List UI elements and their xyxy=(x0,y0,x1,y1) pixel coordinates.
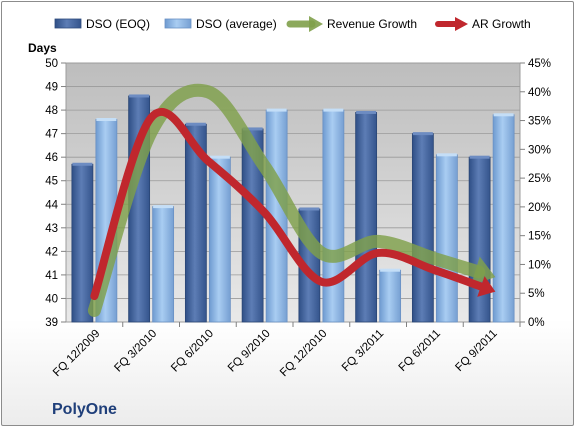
bar-dso-average xyxy=(322,109,345,323)
x-tick-label: FQ 3/2010 xyxy=(112,328,159,375)
bar-dso-eoq xyxy=(411,133,434,323)
bar-cap-dso-eoq xyxy=(185,122,206,126)
bar-cap-dso-eoq xyxy=(412,132,433,136)
company-name: PolyOne xyxy=(52,401,117,418)
bar-cap-dso-eoq xyxy=(469,155,490,159)
right-tick-label: 45% xyxy=(528,58,551,70)
bar-dso-average xyxy=(492,114,515,323)
bar-cap-dso-average xyxy=(96,118,117,122)
line-revenue-growth xyxy=(87,83,486,317)
bar-dso-eoq xyxy=(71,163,94,323)
left-tick-label: 43 xyxy=(45,223,58,235)
bar-cap-dso-average xyxy=(380,268,401,272)
bar-dso-eoq xyxy=(355,112,378,323)
right-tick-label: 25% xyxy=(528,173,551,185)
legend-arrowhead-ar-growth xyxy=(455,17,468,31)
x-tick-label: FQ 6/2010 xyxy=(169,328,216,375)
left-axis: 39 40 41 42 43 44 45 46 47 48 49 50 xyxy=(45,58,66,329)
right-tick-label: 35% xyxy=(528,116,551,128)
legend-item-revenue-growth: Revenue Growth xyxy=(286,16,417,32)
right-tick-label: 5% xyxy=(528,288,545,300)
legend-swatch-dso-average xyxy=(164,18,192,29)
line-ar-growth xyxy=(90,108,487,301)
left-tick-label: 47 xyxy=(45,129,58,141)
right-tick-label: 20% xyxy=(528,202,551,214)
bar-cap-dso-average xyxy=(436,153,457,157)
bar-cap-dso-average xyxy=(493,113,514,117)
right-axis: 0% 5% 10% 15% 20% 25% 30% 35% 40% 45% xyxy=(520,58,551,329)
legend-label-dso-average: DSO (average) xyxy=(196,17,277,31)
legend-swatch-dso-eoq xyxy=(54,18,82,29)
bar-cap-dso-average xyxy=(323,108,344,112)
x-tick-label: FQ 12/2010 xyxy=(278,328,329,379)
legend: DSO (EOQ) DSO (average) Revenue Growth A… xyxy=(54,16,531,32)
bar-dso-average xyxy=(435,154,458,323)
legend-item-dso-average: DSO (average) xyxy=(164,17,277,31)
arrowhead-revenue-growth xyxy=(470,256,496,286)
x-tick-label: FQ 6/2011 xyxy=(397,328,443,374)
right-tick-label: 40% xyxy=(528,87,551,99)
legend-item-ar-growth: AR Growth xyxy=(435,17,531,31)
line-layer xyxy=(87,83,496,317)
right-tick-label: 30% xyxy=(528,144,551,156)
left-tick-label: 50 xyxy=(45,58,58,70)
left-tick-label: 39 xyxy=(45,317,58,329)
y-axis-title: Days xyxy=(28,41,57,55)
left-tick-label: 44 xyxy=(45,199,58,211)
bar-dso-eoq xyxy=(468,156,491,323)
left-tick-label: 40 xyxy=(45,293,58,305)
left-tick-label: 48 xyxy=(45,105,58,117)
bar-cap-dso-eoq xyxy=(356,110,377,114)
bar-cap-dso-average xyxy=(153,205,174,209)
arrowhead-ar-growth xyxy=(477,276,496,297)
right-tick-label: 10% xyxy=(528,259,551,271)
x-axis: FQ 12/2009 FQ 3/2010 FQ 6/2010 FQ 9/2010 FQ … xyxy=(51,322,521,379)
legend-item-dso-eoq: DSO (EOQ) xyxy=(54,17,150,31)
bar-cap-dso-eoq xyxy=(299,207,320,211)
bar-cap-dso-eoq xyxy=(129,94,150,98)
bar-dso-average xyxy=(152,206,175,323)
legend-label-dso-eoq: DSO (EOQ) xyxy=(86,17,150,31)
bar-cap-dso-average xyxy=(209,155,230,159)
legend-label-revenue-growth: Revenue Growth xyxy=(327,17,417,31)
bar-dso-average xyxy=(379,269,402,323)
x-tick-label: FQ 9/2011 xyxy=(453,328,499,374)
right-tick-label: 0% xyxy=(528,317,545,329)
right-tick-label: 15% xyxy=(528,231,551,243)
bar-cap-dso-eoq xyxy=(242,127,263,131)
x-tick-label: FQ 12/2009 xyxy=(51,328,102,379)
left-tick-label: 49 xyxy=(45,82,58,94)
legend-arrowhead-revenue-growth xyxy=(309,16,323,32)
x-tick-label: FQ 3/2011 xyxy=(340,328,386,374)
bar-cap-dso-eoq xyxy=(72,162,93,166)
left-tick-label: 46 xyxy=(45,152,58,164)
x-tick-label: FQ 9/2010 xyxy=(226,328,273,375)
bar-cap-dso-average xyxy=(266,108,287,112)
left-tick-label: 45 xyxy=(45,176,58,188)
left-tick-label: 42 xyxy=(45,246,58,258)
legend-label-ar-growth: AR Growth xyxy=(472,17,531,31)
left-tick-label: 41 xyxy=(45,270,58,282)
